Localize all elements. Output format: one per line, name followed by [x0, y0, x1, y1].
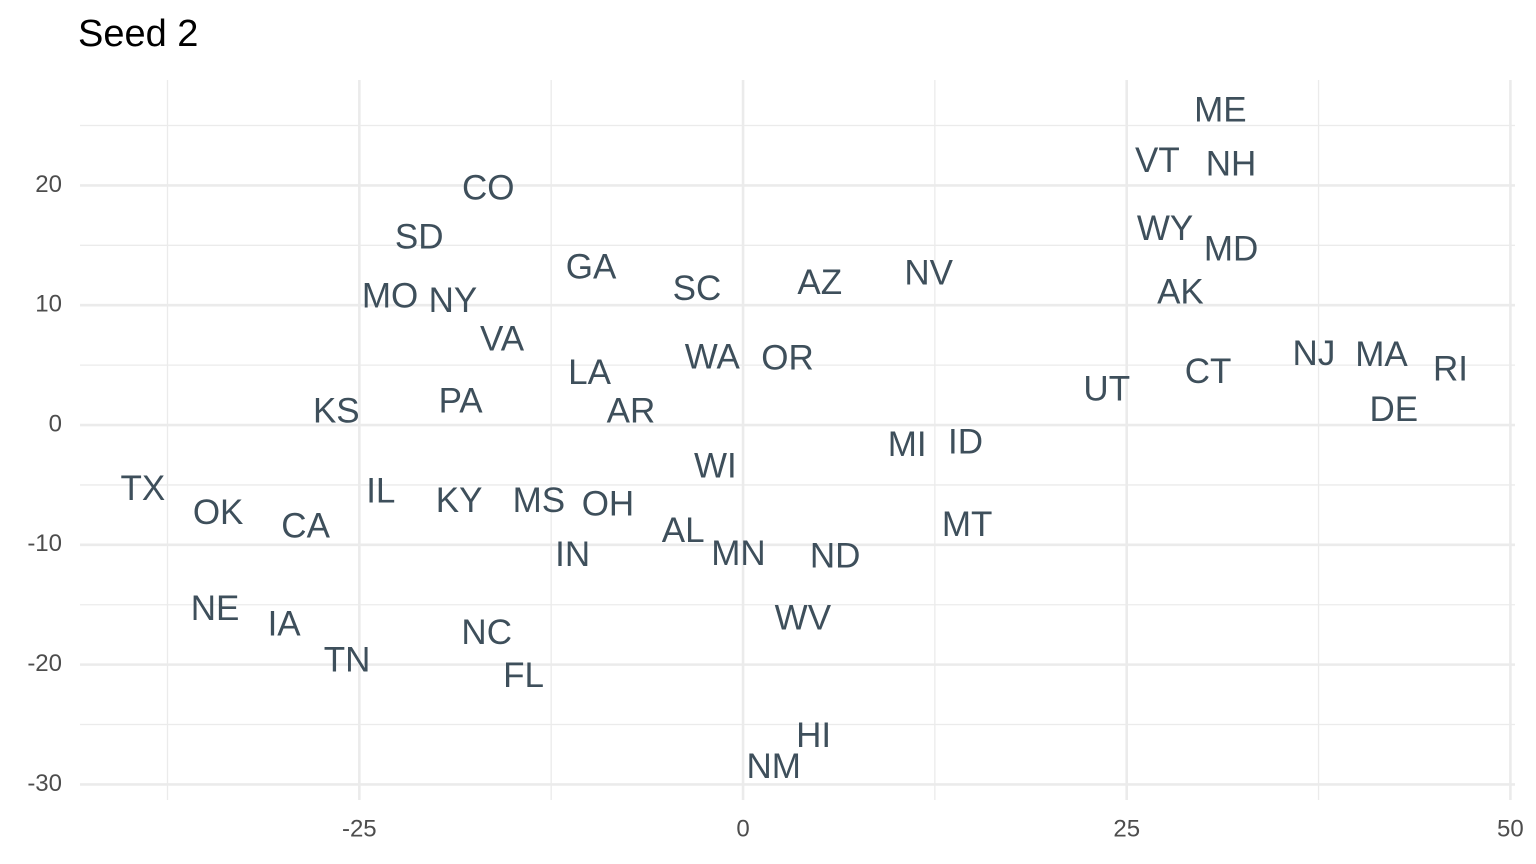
y-tick-label: -30	[27, 770, 62, 797]
point-label: ND	[810, 536, 861, 575]
y-tick-label: 10	[35, 291, 62, 318]
point-label: CT	[1185, 352, 1232, 391]
point-label: CA	[281, 506, 330, 545]
point-label: MN	[711, 534, 765, 573]
y-tick-label: -20	[27, 650, 62, 677]
point-label: DE	[1369, 390, 1418, 429]
point-label: MD	[1204, 230, 1258, 269]
point-label: IA	[268, 605, 302, 644]
point-label: AZ	[797, 263, 842, 302]
point-label: NV	[904, 254, 953, 293]
point-label: HI	[796, 716, 831, 755]
point-label: TX	[121, 469, 166, 508]
point-label: MO	[362, 276, 418, 315]
point-label: FL	[503, 656, 544, 695]
point-label: KY	[436, 481, 483, 520]
point-label: NH	[1206, 145, 1257, 184]
point-label: NJ	[1293, 334, 1336, 373]
x-tick-label: 0	[736, 815, 749, 842]
point-label: OR	[761, 339, 814, 378]
point-label: VT	[1135, 141, 1180, 180]
point-label: ME	[1194, 91, 1247, 130]
y-tick-label: 0	[49, 410, 62, 437]
point-label: CO	[462, 168, 515, 207]
point-label: WA	[685, 337, 741, 376]
point-label: SD	[395, 218, 444, 257]
point-label: GA	[566, 248, 617, 287]
point-label: KS	[313, 391, 360, 430]
point-label: ID	[948, 422, 983, 461]
point-label: WY	[1137, 209, 1193, 248]
x-tick-label: -25	[342, 815, 377, 842]
point-label: UT	[1083, 370, 1130, 409]
point-label: OH	[582, 485, 635, 524]
point-label: IL	[366, 472, 395, 511]
point-label: NE	[191, 589, 240, 628]
point-label: MI	[888, 425, 927, 464]
point-label: TN	[324, 640, 371, 679]
point-label: AR	[607, 391, 656, 430]
point-label: WI	[694, 446, 737, 485]
point-label: IN	[555, 535, 590, 574]
point-label: NY	[429, 281, 478, 320]
point-label: PA	[439, 382, 484, 421]
x-tick-label: 50	[1497, 815, 1524, 842]
point-label: RI	[1433, 349, 1468, 388]
x-tick-label: 25	[1113, 815, 1140, 842]
point-label: AK	[1157, 273, 1204, 312]
point-label: OK	[193, 493, 244, 532]
point-label: MA	[1355, 335, 1408, 374]
point-label: NM	[746, 747, 800, 786]
point-label: WV	[775, 599, 832, 638]
point-label: LA	[568, 353, 611, 392]
point-label: VA	[480, 319, 525, 358]
point-label: MS	[513, 481, 566, 520]
point-label: AL	[662, 511, 705, 550]
chart-title: Seed 2	[78, 13, 198, 55]
y-tick-label: 20	[35, 171, 62, 198]
y-tick-label: -10	[27, 530, 62, 557]
point-label: MT	[942, 505, 993, 544]
point-label: SC	[673, 269, 722, 308]
point-label: NC	[461, 613, 512, 652]
